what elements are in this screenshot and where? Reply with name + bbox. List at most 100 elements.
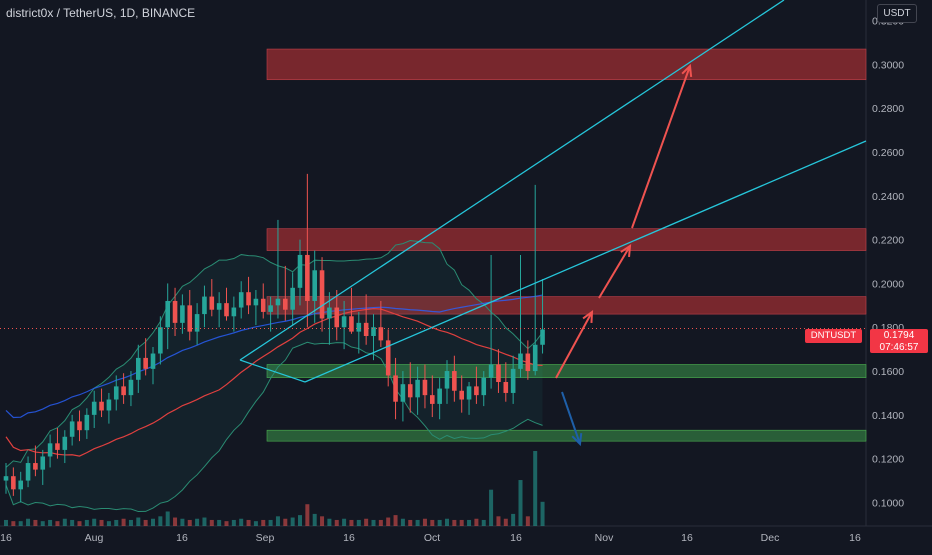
y-tick-label: 0.2600 bbox=[872, 147, 904, 159]
volume-bar bbox=[386, 517, 391, 526]
candle bbox=[422, 364, 428, 409]
candle-body bbox=[253, 298, 259, 306]
candle bbox=[91, 390, 97, 428]
volume-bar bbox=[518, 480, 523, 526]
volume-bar bbox=[342, 518, 347, 526]
candle bbox=[488, 254, 494, 389]
candle-body bbox=[202, 296, 207, 315]
candle bbox=[437, 377, 442, 420]
candle-body bbox=[312, 270, 317, 301]
arrow-up-segment-2 bbox=[598, 244, 632, 299]
volume-bar bbox=[180, 518, 185, 526]
volume-bar bbox=[349, 519, 354, 526]
chart-title: district0x / TetherUS, 1D, BINANCE bbox=[6, 6, 196, 20]
candle-body bbox=[11, 476, 16, 490]
volume-bar bbox=[209, 519, 214, 526]
volume-bar bbox=[253, 521, 258, 526]
volume-bar bbox=[489, 489, 494, 526]
support-zone-4 bbox=[266, 429, 867, 442]
candle bbox=[180, 294, 185, 334]
candle-body bbox=[466, 386, 472, 400]
candle bbox=[481, 371, 487, 407]
volume-bar bbox=[430, 519, 435, 526]
candle-body bbox=[150, 353, 156, 369]
candle bbox=[33, 445, 38, 477]
volume-bar bbox=[26, 518, 31, 526]
candle-body bbox=[356, 322, 362, 332]
candle-body bbox=[3, 476, 9, 481]
candle bbox=[77, 410, 82, 442]
volume-bar bbox=[114, 519, 119, 526]
volume-bar bbox=[99, 519, 104, 526]
volume-bar bbox=[136, 517, 141, 526]
volume-bar bbox=[496, 516, 501, 526]
volume-bar bbox=[320, 516, 325, 526]
candle bbox=[47, 434, 53, 468]
candle-body bbox=[510, 368, 516, 393]
arrow-down-projection bbox=[561, 391, 583, 447]
volume-bar bbox=[275, 516, 280, 526]
volume-bar bbox=[334, 519, 339, 526]
x-tick-label: Sep bbox=[256, 532, 275, 544]
volume-bar bbox=[195, 518, 200, 526]
candle-body bbox=[305, 254, 310, 301]
candle bbox=[121, 373, 126, 404]
volume-bar bbox=[459, 519, 464, 526]
candle bbox=[238, 281, 244, 319]
volume-bar bbox=[261, 519, 266, 526]
volume-bar bbox=[231, 519, 236, 526]
currency-button[interactable]: USDT bbox=[877, 4, 917, 23]
candle bbox=[158, 316, 163, 365]
candle-body bbox=[238, 292, 244, 308]
candle bbox=[444, 360, 450, 404]
candle bbox=[349, 287, 354, 334]
candle-body bbox=[84, 414, 90, 431]
volume-bar bbox=[4, 519, 8, 526]
candle-body bbox=[275, 298, 281, 306]
candle-body bbox=[459, 390, 464, 400]
candle bbox=[253, 290, 259, 326]
candle-body bbox=[444, 371, 450, 389]
volume-bar bbox=[525, 516, 530, 526]
volume-bar bbox=[268, 519, 273, 526]
candle-body bbox=[224, 303, 229, 317]
volume-bar bbox=[371, 519, 376, 526]
candle bbox=[113, 375, 119, 411]
candle bbox=[305, 173, 310, 328]
candle bbox=[224, 287, 229, 321]
volume-bar bbox=[158, 516, 163, 526]
volume-bar bbox=[18, 521, 23, 526]
volume-bar bbox=[481, 519, 486, 526]
y-tick-label: 0.1400 bbox=[872, 410, 904, 422]
candle-body bbox=[106, 399, 112, 411]
candle-body bbox=[121, 386, 126, 396]
candle bbox=[136, 344, 141, 393]
candle-body bbox=[231, 307, 237, 317]
candle-body bbox=[91, 401, 97, 415]
candle bbox=[503, 362, 509, 402]
candle-body bbox=[400, 384, 406, 402]
arrow-up-segment-2-head bbox=[620, 244, 632, 258]
candle-body bbox=[341, 316, 347, 328]
volume-bar bbox=[62, 518, 67, 526]
candle-body bbox=[158, 327, 163, 354]
volume-bar bbox=[173, 517, 178, 526]
x-tick-label: 16 bbox=[510, 532, 522, 544]
candle-body bbox=[62, 436, 68, 450]
x-tick-label: 16 bbox=[176, 532, 188, 544]
volume-bar bbox=[77, 521, 82, 526]
candle-body bbox=[33, 463, 38, 470]
candle bbox=[260, 283, 266, 319]
volume-bar bbox=[92, 518, 97, 526]
candle-body bbox=[47, 443, 53, 457]
resistance-zone-1 bbox=[266, 228, 867, 251]
volume-bar bbox=[224, 521, 229, 526]
candle bbox=[510, 355, 516, 404]
volume-bar bbox=[422, 518, 427, 526]
candle bbox=[452, 355, 457, 402]
candle-body bbox=[327, 307, 332, 319]
symbol-label: DNTUSDT bbox=[805, 329, 862, 343]
candle-body bbox=[496, 364, 501, 382]
